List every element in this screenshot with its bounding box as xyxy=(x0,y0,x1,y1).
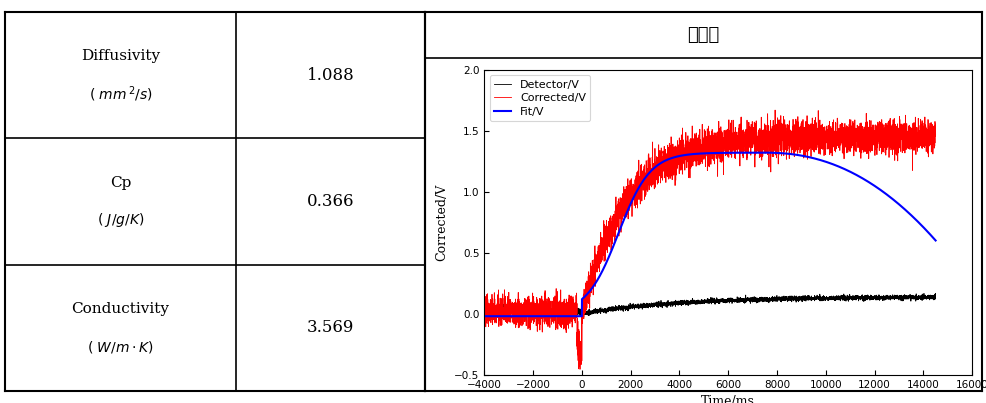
Fit/V xyxy=(771,151,783,156)
Text: 그래프: 그래프 xyxy=(687,26,719,44)
Detector/V xyxy=(929,291,941,296)
Fit/V xyxy=(560,314,572,319)
Detector/V xyxy=(771,296,783,301)
Detector/V xyxy=(478,308,490,313)
Corrected/V xyxy=(814,123,826,127)
Text: $( \ J/g/K)$: $( \ J/g/K)$ xyxy=(97,212,144,229)
Detector/V xyxy=(502,315,514,320)
Corrected/V xyxy=(560,297,572,301)
Line: Detector/V: Detector/V xyxy=(484,293,935,317)
Line: Corrected/V: Corrected/V xyxy=(484,110,935,369)
Detector/V xyxy=(814,297,826,301)
Corrected/V xyxy=(574,367,586,372)
Text: Cp: Cp xyxy=(109,176,131,189)
Text: Diffusivity: Diffusivity xyxy=(81,49,160,63)
Text: Conductivity: Conductivity xyxy=(71,302,170,316)
Fit/V xyxy=(758,150,770,155)
Fit/V xyxy=(929,238,941,243)
Corrected/V xyxy=(929,132,941,137)
Detector/V xyxy=(560,305,572,310)
Fit/V xyxy=(478,314,490,319)
Fit/V xyxy=(849,172,861,177)
Line: Fit/V: Fit/V xyxy=(484,153,935,316)
Legend: Detector/V, Corrected/V, Fit/V: Detector/V, Corrected/V, Fit/V xyxy=(489,75,590,121)
Detector/V xyxy=(849,296,861,301)
Corrected/V xyxy=(771,139,783,144)
Corrected/V xyxy=(748,147,760,152)
Text: 3.569: 3.569 xyxy=(307,319,354,336)
Text: $( \ W/m \cdot K)$: $( \ W/m \cdot K)$ xyxy=(87,339,154,355)
Text: $( \ mm^{\,2}/s)$: $( \ mm^{\,2}/s)$ xyxy=(89,84,152,104)
Fit/V xyxy=(748,150,760,155)
Text: 1.088: 1.088 xyxy=(307,67,354,84)
Corrected/V xyxy=(849,128,861,133)
X-axis label: Time/ms: Time/ms xyxy=(701,395,754,403)
Y-axis label: Corrected/V: Corrected/V xyxy=(435,184,449,261)
Corrected/V xyxy=(768,108,780,112)
Fit/V xyxy=(814,158,826,163)
Corrected/V xyxy=(650,170,662,175)
Detector/V xyxy=(748,297,760,302)
Text: 0.366: 0.366 xyxy=(307,193,354,210)
Corrected/V xyxy=(478,312,490,317)
Fit/V xyxy=(650,164,662,168)
Detector/V xyxy=(929,296,941,301)
Detector/V xyxy=(650,299,662,304)
